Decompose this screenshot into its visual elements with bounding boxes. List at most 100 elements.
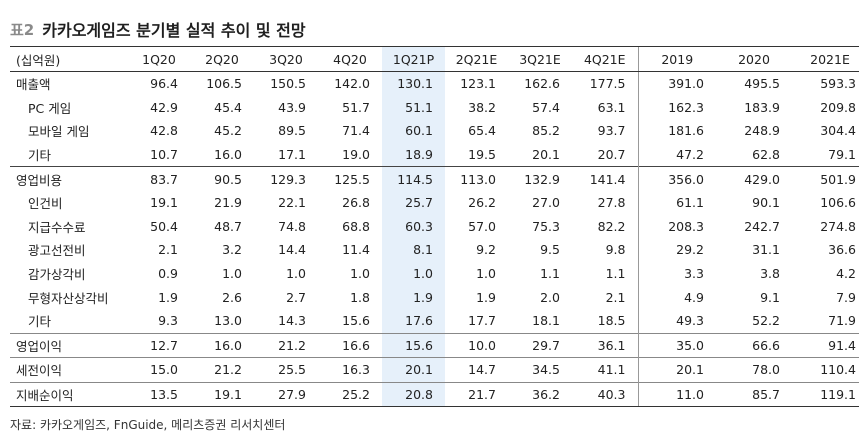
table-cell: 60.1	[382, 119, 445, 143]
table-cell: 19.5	[468, 147, 496, 163]
table-row: 영업이익 12.7 16.0 21.2 16.6 15.6 10.0 29.7 36.1 35.0…	[10, 332, 859, 358]
table-cell: 181.6	[637, 119, 716, 143]
table-row: 무형자산상각비 1.9 2.6 2.7 1.8 1.9 1.9 2.0 2.1 4.9 9.1 7.9	[10, 285, 859, 309]
table-cell: 1.0	[222, 266, 242, 282]
table-cell: 274.8	[820, 218, 856, 234]
table-cell: 1.0	[350, 266, 370, 282]
table-cell: 75.3	[532, 218, 560, 234]
table-row: 기타 10.7 16.0 17.1 19.0 18.9 19.5 20.1 20.7 47.2 62…	[10, 142, 859, 167]
table-cell: 29.2	[637, 238, 716, 262]
table-cell: 1.9	[382, 285, 445, 309]
table-cell: 15.6	[382, 332, 445, 358]
column-header: 4Q20	[318, 46, 382, 72]
table-cell: 593.3	[820, 76, 856, 92]
table-title: 표2 카카오게임즈 분기별 실적 추이 및 전망	[10, 12, 848, 46]
table-cell: 177.5	[589, 76, 626, 92]
table-row: 세전이익 15.0 21.2 25.5 16.3 20.1 14.7 34.5 41.1 20.1…	[10, 357, 859, 383]
table-cell: 1.1	[540, 266, 560, 282]
table-cell: 13.5	[128, 381, 190, 408]
table-row: 인건비 19.1 21.9 22.1 26.8 25.7 26.2 27.0 27.8 61.1 9…	[10, 190, 859, 215]
table-cell: 36.2	[508, 381, 572, 408]
row-label: 감가상각비	[28, 267, 86, 283]
earnings-table: (십억원) 1Q20 2Q20 3Q20 4Q20 1Q21P 2Q21E 3Q21E 4Q21…	[10, 46, 859, 408]
table-tag: 표2	[10, 20, 35, 39]
table-cell: 13.0	[214, 313, 242, 329]
table-cell: 132.9	[508, 166, 572, 191]
table-cell: 113.0	[445, 166, 508, 191]
table-cell: 21.2	[190, 357, 254, 383]
table-cell: 20.1	[382, 357, 445, 383]
row-label: 지급수수료	[28, 219, 86, 235]
table-cell: 9.1	[760, 289, 780, 305]
table-cell: 68.8	[342, 218, 370, 234]
table-row: 지배순이익 13.5 19.1 27.9 25.2 20.8 21.7 36.2 40.3 11.…	[10, 381, 859, 408]
table-cell: 10.0	[445, 332, 508, 358]
table-cell: 21.7	[445, 381, 508, 408]
table-cell: 11.0	[637, 381, 716, 408]
row-label: 기타	[28, 148, 52, 164]
table-cell: 242.7	[744, 218, 780, 234]
table-cell: 25.7	[382, 190, 445, 215]
table-cell: 110.4	[792, 357, 859, 383]
table-cell: 20.1	[532, 147, 560, 163]
table-cell: 62.8	[752, 147, 780, 163]
row-label: 지배순이익	[10, 381, 128, 408]
table-cell: 25.2	[318, 381, 382, 408]
table-cell: 501.9	[792, 166, 859, 191]
row-label: PC 게임	[28, 100, 72, 116]
table-cell: 114.5	[382, 166, 445, 191]
table-row: PC 게임 42.9 45.4 43.9 51.7 51.1 38.2 57.4 63.1 162…	[10, 95, 859, 120]
table-cell: 0.9	[158, 266, 178, 282]
table-cell: 119.1	[792, 381, 859, 408]
table-cell: 21.9	[214, 195, 242, 211]
table-cell: 91.4	[792, 332, 859, 358]
table-cell: 51.1	[382, 95, 445, 120]
table-cell: 209.8	[820, 99, 856, 115]
table-cell: 35.0	[637, 332, 716, 358]
table-cell: 51.7	[342, 99, 370, 115]
table-cell: 93.7	[597, 123, 626, 139]
table-cell: 356.0	[637, 166, 716, 191]
table-cell: 18.5	[597, 313, 626, 329]
table-cell: 66.6	[716, 332, 792, 358]
table-cell: 65.4	[468, 123, 496, 139]
table-cell: 2.7	[286, 289, 306, 305]
table-cell: 106.6	[820, 195, 856, 211]
table-cell: 183.9	[744, 99, 780, 115]
column-header: 2019	[637, 46, 716, 72]
table-cell: 1.9	[158, 289, 178, 305]
row-label: 매출액	[16, 77, 51, 93]
table-cell: 78.0	[716, 357, 792, 383]
table-cell: 2.1	[158, 242, 178, 258]
table-cell: 82.2	[597, 218, 626, 234]
table-cell: 123.1	[460, 76, 496, 92]
row-label: 영업비용	[10, 166, 128, 191]
table-cell: 9.2	[476, 242, 496, 258]
table-cell: 391.0	[637, 71, 716, 96]
table-cell: 14.3	[278, 313, 306, 329]
table-cell: 1.9	[476, 289, 496, 305]
table-cell: 52.2	[752, 313, 780, 329]
table-cell: 14.4	[278, 242, 306, 258]
table-row: 기타 9.3 13.0 14.3 15.6 17.6 17.7 18.1 18.5 49.3 52.…	[10, 308, 859, 334]
table-cell: 19.1	[190, 381, 254, 408]
unit-label: (십억원)	[10, 46, 128, 72]
table-row: 영업비용 83.7 90.5 129.3 125.5 114.5 113.0 132.9 141…	[10, 166, 859, 191]
table-cell: 9.8	[605, 242, 626, 258]
table-cell: 495.5	[744, 76, 780, 92]
table-cell: 36.6	[828, 242, 856, 258]
table-cell: 16.0	[190, 332, 254, 358]
column-header: 2020	[716, 46, 792, 72]
table-row: 매출액 96.4 106.5 150.5 142.0 130.1 123.1 162.6 177…	[10, 71, 859, 96]
table-cell: 90.1	[752, 195, 780, 211]
table-title-text: 카카오게임즈 분기별 실적 추이 및 전망	[42, 21, 306, 40]
table-cell: 9.5	[540, 242, 560, 258]
table-cell: 31.1	[752, 242, 780, 258]
table-cell: 36.1	[572, 332, 638, 358]
table-cell: 21.2	[254, 332, 318, 358]
column-header: 2Q20	[190, 46, 254, 72]
table-cell: 25.5	[254, 357, 318, 383]
table-cell: 1.0	[382, 261, 445, 286]
table-cell: 85.2	[532, 123, 560, 139]
